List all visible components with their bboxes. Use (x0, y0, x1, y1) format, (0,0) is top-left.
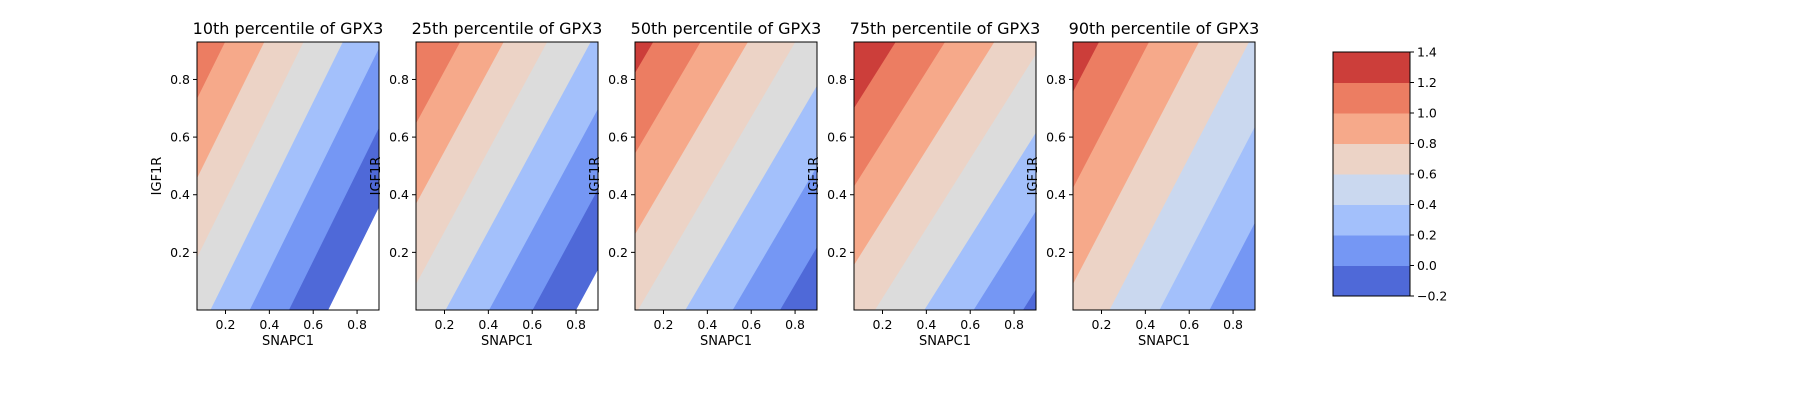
y-tick-label: 0.8 (608, 72, 628, 87)
x-tick-label: 0.4 (916, 317, 936, 332)
colorbar-segment (1333, 82, 1410, 114)
x-tick-label: 0.8 (347, 317, 367, 332)
y-tick-label: 0.6 (608, 130, 628, 145)
panel-title: 90th percentile of GPX3 (1069, 19, 1260, 38)
y-tick-label: 0.6 (170, 130, 190, 145)
x-axis-label: SNAPC1 (481, 334, 533, 349)
x-tick-label: 0.2 (873, 317, 893, 332)
x-tick-label: 0.2 (435, 317, 455, 332)
y-tick-label: 0.8 (170, 72, 190, 87)
x-tick-label: 0.8 (566, 317, 586, 332)
y-tick-label: 0.4 (827, 187, 847, 202)
panel-title: 10th percentile of GPX3 (193, 19, 384, 38)
x-tick-label: 0.4 (697, 317, 717, 332)
y-axis-label: IGF1R (1026, 157, 1041, 196)
colorbar-tick-label: 0.4 (1417, 197, 1437, 212)
colorbar-tick-label: −0.2 (1417, 289, 1447, 304)
x-tick-label: 0.8 (1004, 317, 1024, 332)
y-tick-label: 0.6 (827, 130, 847, 145)
x-tick-label: 0.6 (960, 317, 980, 332)
x-tick-label: 0.4 (259, 317, 279, 332)
y-tick-label: 0.4 (608, 187, 628, 202)
colorbar-segment (1333, 204, 1410, 236)
axes-frame (415, 41, 599, 311)
y-tick-label: 0.8 (827, 72, 847, 87)
x-tick-label: 0.8 (1223, 317, 1243, 332)
y-tick-label: 0.6 (389, 130, 409, 145)
panel-4: 0.2 0.4 0.6 0.8 0.2 0.4 0.6 0.8 75th percentile … (807, 19, 1040, 349)
colorbar-tick-label: 0.6 (1417, 167, 1437, 182)
colorbar-segment (1333, 174, 1410, 205)
y-tick-label: 0.4 (170, 187, 190, 202)
y-tick-label: 0.4 (1046, 187, 1066, 202)
x-tick-label: 0.4 (478, 317, 498, 332)
y-tick-label: 0.2 (608, 245, 628, 260)
panel-title: 50th percentile of GPX3 (631, 19, 822, 38)
x-tick-label: 0.8 (785, 317, 805, 332)
axes-frame (196, 41, 380, 311)
axes-frame (853, 41, 1037, 311)
x-tick-label: 0.6 (741, 317, 761, 332)
panel-title: 75th percentile of GPX3 (850, 19, 1041, 38)
y-tick-label: 0.6 (1046, 130, 1066, 145)
x-axis-label: SNAPC1 (919, 334, 971, 349)
y-tick-label: 0.2 (170, 245, 190, 260)
colorbar-segment (1333, 52, 1410, 83)
x-tick-label: 0.2 (1092, 317, 1112, 332)
axes-frame (1072, 41, 1256, 311)
y-tick-label: 0.2 (827, 245, 847, 260)
panel-3: 0.2 0.4 0.6 0.8 0.2 0.4 0.6 0.8 50th percentile … (588, 19, 821, 349)
panel-5: 0.2 0.4 0.6 0.8 0.2 0.4 0.6 0.8 90th percentile … (1026, 19, 1259, 349)
colorbar-tick-label: 1.0 (1417, 106, 1437, 121)
x-tick-label: 0.6 (522, 317, 542, 332)
x-tick-label: 0.6 (303, 317, 323, 332)
colorbar-tick-label: 0.0 (1417, 258, 1437, 273)
colorbar-tick-label: 1.2 (1417, 75, 1437, 90)
y-tick-label: 0.8 (1046, 72, 1066, 87)
y-axis-label: IGF1R (807, 157, 822, 196)
y-axis-label: IGF1R (588, 157, 603, 196)
colorbar-segment (1333, 265, 1410, 297)
panel-2: 0.2 0.4 0.6 0.8 0.2 0.4 0.6 0.8 25th percentile … (369, 19, 602, 349)
colorbar-tick-label: 0.8 (1417, 136, 1437, 151)
y-tick-label: 0.8 (389, 72, 409, 87)
x-axis-label: SNAPC1 (1138, 334, 1190, 349)
colorbar-segment (1333, 113, 1410, 144)
x-tick-label: 0.6 (1179, 317, 1199, 332)
x-tick-label: 0.4 (1135, 317, 1155, 332)
y-axis-label: IGF1R (150, 157, 165, 196)
x-axis-label: SNAPC1 (262, 334, 314, 349)
x-axis-label: SNAPC1 (700, 334, 752, 349)
y-tick-label: 0.4 (389, 187, 409, 202)
axes-frame (634, 41, 818, 311)
x-tick-label: 0.2 (216, 317, 236, 332)
colorbar-segment (1333, 143, 1410, 175)
colorbar-segment (1333, 235, 1410, 266)
y-tick-label: 0.2 (1046, 245, 1066, 260)
colorbar: −0.2 0.0 0.2 0.4 0.6 0.8 1.0 1.2 1.4 (1332, 45, 1447, 304)
panel-1: 0.2 0.4 0.6 0.8 0.2 0.4 0.6 0.8 10th percentile … (150, 19, 383, 349)
x-tick-label: 0.2 (654, 317, 674, 332)
colorbar-tick-label: 0.2 (1417, 228, 1437, 243)
panel-title: 25th percentile of GPX3 (412, 19, 603, 38)
y-axis-label: IGF1R (369, 157, 384, 196)
colorbar-tick-label: 1.4 (1417, 45, 1437, 60)
y-tick-label: 0.2 (389, 245, 409, 260)
